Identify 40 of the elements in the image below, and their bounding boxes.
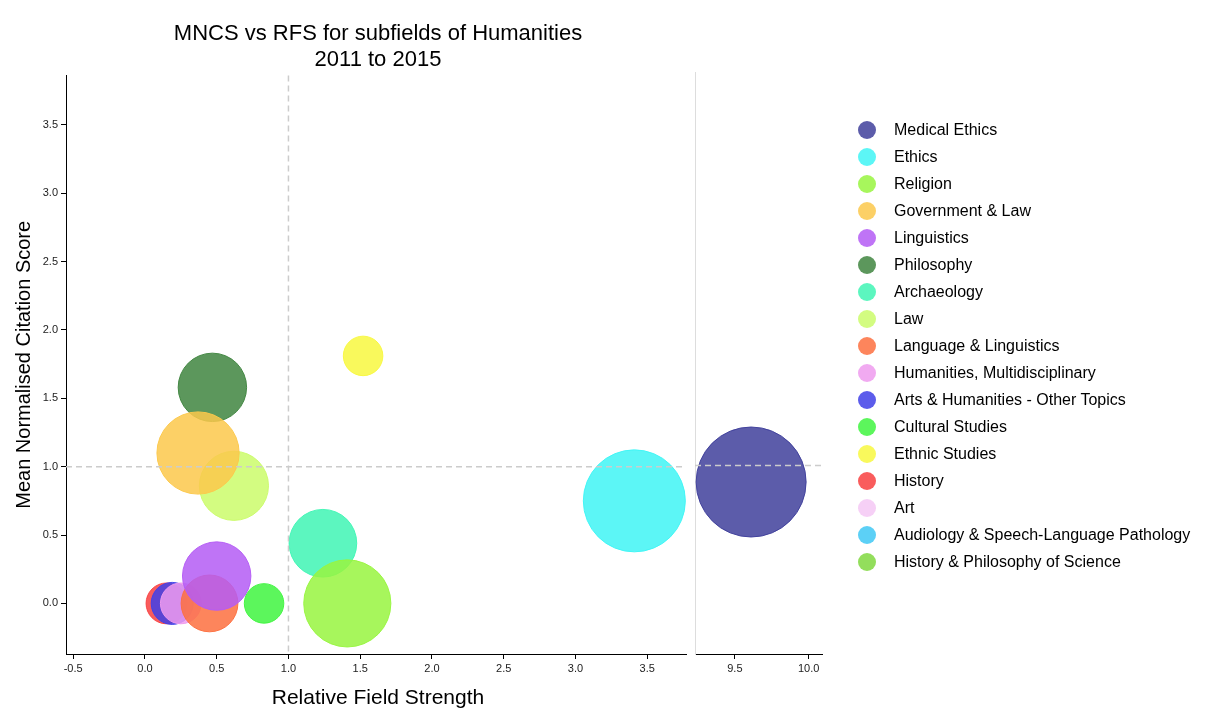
legend-label: Humanities, Multidisciplinary (894, 363, 1096, 382)
x-tick-label: 10.0 (798, 661, 820, 674)
y-tick-label: 2.0 (42, 322, 58, 335)
legend-label: Law (894, 309, 924, 328)
chart-subtitle: 2011 to 2015 (313, 46, 443, 72)
x-tick-label: 2.5 (496, 661, 512, 674)
legend-label: Medical Ethics (894, 120, 998, 139)
legend-label: Cultural Studies (894, 417, 1007, 436)
y-tick-label: 0.0 (42, 596, 58, 609)
x-tick-label: -0.5 (63, 661, 83, 674)
x-tick-label: 3.0 (567, 661, 584, 674)
legend-label: Audiology & Speech-Language Pathology (894, 525, 1191, 544)
y-axis-title: Mean Normalised Citation Score (11, 220, 34, 509)
x-tick-label: 1.0 (280, 661, 297, 674)
y-tick-label: 1.0 (42, 459, 58, 472)
legend-label: Language & Linguistics (894, 336, 1060, 355)
legend-label: Archaeology (894, 282, 983, 301)
x-tick-label: 3.5 (639, 661, 655, 674)
legend-label: Ethics (894, 147, 938, 166)
y-tick-label: 3.0 (42, 186, 58, 199)
legend-label: Arts & Humanities - Other Topics (894, 390, 1126, 409)
y-tick-label: 1.5 (42, 391, 58, 404)
legend-label: History & Philosophy of Science (894, 552, 1121, 571)
x-axis-title: Relative Field Strength (270, 684, 486, 709)
legend-label: Religion (894, 174, 952, 193)
x-tick-label: 0.5 (209, 661, 225, 674)
chart-title: MNCS vs RFS for subfields of Humanities (172, 20, 584, 46)
legend-label: Art (894, 498, 915, 517)
legend-label: Ethnic Studies (894, 444, 997, 463)
x-tick-label: 1.5 (352, 661, 368, 674)
x-tick-label: 0.0 (137, 661, 153, 674)
y-tick-label: 3.5 (42, 117, 58, 130)
legend-label: Government & Law (894, 201, 1031, 220)
y-tick-label: 0.5 (42, 528, 58, 541)
x-tick-label: 2.0 (424, 661, 440, 674)
legend-label: Linguistics (894, 228, 969, 247)
x-tick-label: 9.5 (727, 661, 743, 674)
legend-label: Philosophy (894, 255, 973, 274)
y-tick-label: 2.5 (42, 254, 58, 267)
legend-label: History (894, 471, 944, 490)
